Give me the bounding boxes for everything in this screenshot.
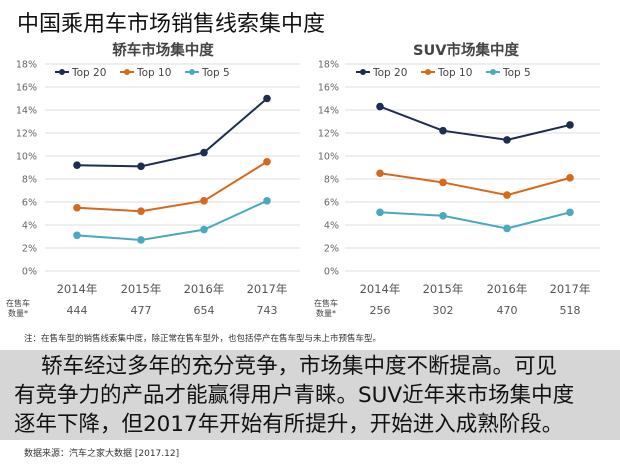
legend-label: Top 5 xyxy=(201,67,230,79)
data-point xyxy=(200,197,208,205)
summary-box: 轿车经过多年的充分竞争，市场集中度不断提高。可见 有竞争力的产品才能赢得用户青睐… xyxy=(0,350,620,440)
data-point xyxy=(439,212,447,220)
data-point xyxy=(263,157,271,166)
data-point xyxy=(73,231,81,240)
data-point xyxy=(73,203,81,212)
data-point xyxy=(263,94,271,103)
x-tick-label: 2017年 xyxy=(247,282,288,296)
main-title: 中国乘用车市场销售线索集中度 xyxy=(17,12,326,37)
data-point xyxy=(566,174,574,182)
legend-label: Top 20 xyxy=(71,67,106,79)
y-tick-label: 12% xyxy=(16,129,37,140)
y-tick-label: 6% xyxy=(324,198,339,209)
x-tick-label: 2015年 xyxy=(121,282,162,296)
count-label: 数量* xyxy=(316,308,336,318)
legend-label: Top 20 xyxy=(372,67,407,79)
series-line-top10 xyxy=(76,160,268,213)
x-tick-label: 2014年 xyxy=(360,282,401,296)
data-point xyxy=(73,161,81,169)
count-value: 518 xyxy=(560,304,581,317)
legend-marker xyxy=(189,69,195,75)
y-tick-label: 14% xyxy=(16,106,37,117)
x-tick-label: 2015年 xyxy=(423,282,464,296)
y-tick-label: 18% xyxy=(318,60,339,71)
series-line-top5 xyxy=(76,199,268,241)
y-tick-label: 10% xyxy=(16,152,37,163)
count-value: 470 xyxy=(497,304,518,317)
series-line-top20 xyxy=(76,97,268,168)
y-tick-label: 14% xyxy=(318,106,339,117)
summary-line-1: 轿车经过多年的充分竞争，市场集中度不断提高。可见 xyxy=(41,354,558,379)
data-point xyxy=(200,225,208,234)
y-tick-label: 8% xyxy=(22,175,37,186)
data-point xyxy=(200,148,208,157)
y-tick-label: 2% xyxy=(22,244,37,255)
x-tick-label: 2016年 xyxy=(184,282,225,296)
legend-label: Top 10 xyxy=(437,67,472,79)
y-tick-label: 4% xyxy=(22,221,37,232)
data-point xyxy=(439,178,447,187)
series-line-top5 xyxy=(379,211,571,230)
chart-title: 轿车市场集中度 xyxy=(112,41,214,59)
data-point xyxy=(376,102,384,111)
summary-line-2: 有竞争力的产品才能赢得用户青睐。SUV近年来市场集中度 xyxy=(14,383,575,408)
data-point xyxy=(137,162,145,171)
data-point xyxy=(376,169,384,178)
charts: 轿车市场集中度 0% 2% 4% 6% 8% 10% 12% 14% 16% 18% 2014年 444… xyxy=(6,41,600,318)
count-label: 数量* xyxy=(8,308,28,318)
count-value: 302 xyxy=(433,304,454,317)
count-label: 在售车 xyxy=(314,298,338,308)
data-point xyxy=(137,236,145,244)
count-value: 743 xyxy=(257,304,278,317)
y-tick-label: 18% xyxy=(16,60,37,71)
x-tick-label: 2017年 xyxy=(550,282,591,296)
x-tick-label: 2016年 xyxy=(487,282,528,296)
data-point xyxy=(439,126,447,135)
y-tick-label: 2% xyxy=(324,244,339,255)
data-point xyxy=(566,208,574,217)
legend-marker xyxy=(124,69,130,75)
y-tick-label: 12% xyxy=(318,129,339,140)
count-value: 654 xyxy=(194,304,215,317)
y-tick-label: 4% xyxy=(324,221,339,232)
legend-label: Top 10 xyxy=(136,67,171,79)
data-point xyxy=(503,136,511,144)
data-point xyxy=(503,224,511,233)
y-tick-label: 6% xyxy=(22,198,37,209)
y-tick-label: 10% xyxy=(318,152,339,163)
y-tick-label: 8% xyxy=(324,175,339,186)
series-line-top10 xyxy=(379,172,571,197)
y-tick-label: 16% xyxy=(16,83,37,94)
series-line-top20 xyxy=(379,105,571,141)
data-point xyxy=(503,191,511,199)
data-point xyxy=(263,197,271,205)
data-point xyxy=(137,207,145,215)
chart-title: SUV市场集中度 xyxy=(413,41,519,59)
footnote: 注：在售车型的销售线索集中度，除正常在售车型外，也包括停产在售车型与未上市预售车… xyxy=(24,334,382,344)
count-value: 444 xyxy=(67,304,88,317)
legend-marker xyxy=(425,69,431,75)
y-tick-label: 0% xyxy=(22,267,37,278)
legend-marker xyxy=(360,69,366,75)
data-point xyxy=(566,121,574,129)
legend-marker xyxy=(59,69,65,75)
count-label: 在售车 xyxy=(6,298,30,308)
summary-line-3: 逐年下降，但2017年开始有所提升，开始进入成熟阶段。 xyxy=(14,412,564,437)
data-point xyxy=(376,208,384,217)
legend-label: Top 5 xyxy=(502,67,531,79)
y-tick-label: 0% xyxy=(324,267,339,278)
count-value: 477 xyxy=(131,304,152,317)
count-value: 256 xyxy=(370,304,391,317)
legend-marker xyxy=(490,69,496,75)
x-tick-label: 2014年 xyxy=(57,282,98,296)
data-source: 数据来源：汽车之家大数据 [2017.12] xyxy=(24,449,180,459)
y-tick-label: 16% xyxy=(318,83,339,94)
